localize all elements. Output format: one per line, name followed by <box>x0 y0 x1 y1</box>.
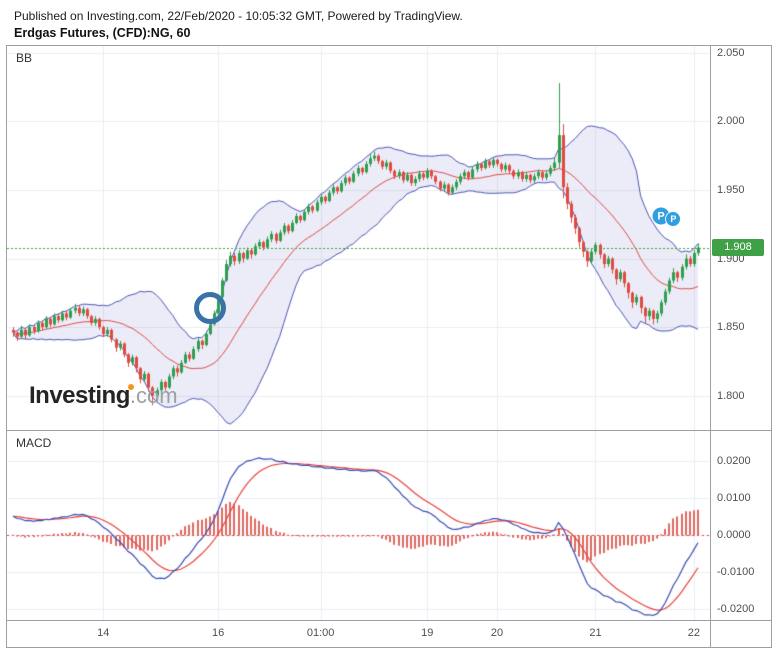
macd-value-axis[interactable]: 0.0200 0.0100 0.0000 -0.0100 -0.0200 <box>710 431 771 620</box>
published-chart-page: Published on Investing.com, 22/Feb/2020 … <box>0 0 777 648</box>
price-chart-canvas[interactable] <box>7 46 710 430</box>
price-tick-label: 2.000 <box>717 115 745 128</box>
watermark-orange-dot-icon <box>128 384 134 390</box>
main-price-pane: BB Investing .com P P 1.908 2.050 2.000 1.9… <box>7 46 771 430</box>
time-tick-label: 16 <box>211 627 225 639</box>
macd-chart-canvas[interactable] <box>7 431 710 620</box>
price-tick-label: 1.800 <box>717 389 745 402</box>
price-tick-label: 1.850 <box>717 321 745 334</box>
bb-indicator-label: BB <box>16 51 33 65</box>
time-tick-label: 21 <box>589 627 602 639</box>
time-axis[interactable]: 14 16 01:00 19 20 21 22 <box>7 620 771 647</box>
macd-tick-label: -0.0100 <box>717 565 755 578</box>
chart-frame: BB Investing .com P P 1.908 2.050 2.000 1.9… <box>6 45 772 648</box>
macd-plot[interactable]: MACD <box>7 431 710 620</box>
time-tick-label: 19 <box>421 627 434 639</box>
last-price-badge: 1.908 <box>712 238 764 256</box>
axis-corner <box>710 621 771 647</box>
watermark-com-text: .com <box>129 383 178 408</box>
time-tick-label: 14 <box>97 627 110 639</box>
publish-info: Published on Investing.com, 22/Feb/2020 … <box>14 9 463 23</box>
highlight-circle-annotation <box>193 291 226 324</box>
position-marker-p-1[interactable]: P <box>652 207 670 225</box>
time-tick-label: 01:00 <box>306 627 335 639</box>
watermark-investing-text: Investing <box>29 382 130 409</box>
price-axis[interactable]: 1.908 2.050 2.000 1.950 1.900 1.850 1.800 <box>710 46 771 430</box>
macd-tick-label: 0.0000 <box>717 528 751 541</box>
chart-header: Published on Investing.com, 22/Feb/2020 … <box>0 0 777 45</box>
position-marker-p-2[interactable]: P <box>666 211 681 226</box>
price-plot[interactable]: BB Investing .com P P <box>7 46 710 430</box>
macd-tick-label: -0.0200 <box>717 602 755 615</box>
macd-tick-label: 0.0200 <box>717 454 751 467</box>
time-tick-label: 20 <box>490 627 504 639</box>
time-axis-labels: 14 16 01:00 19 20 21 22 <box>7 621 710 647</box>
price-tick-label: 1.950 <box>717 184 745 196</box>
time-tick-label: 22 <box>687 627 701 639</box>
instrument-title: Erdgas Futures, (CFD):NG, 60 <box>14 26 191 40</box>
macd-tick-label: 0.0100 <box>717 491 751 504</box>
macd-pane: MACD 0.0200 0.0100 0.0000 -0.0100 -0.0200 <box>7 430 771 620</box>
price-tick-label: 2.050 <box>717 46 745 59</box>
investing-watermark: Investing .com <box>29 382 178 410</box>
macd-indicator-label: MACD <box>16 436 52 450</box>
